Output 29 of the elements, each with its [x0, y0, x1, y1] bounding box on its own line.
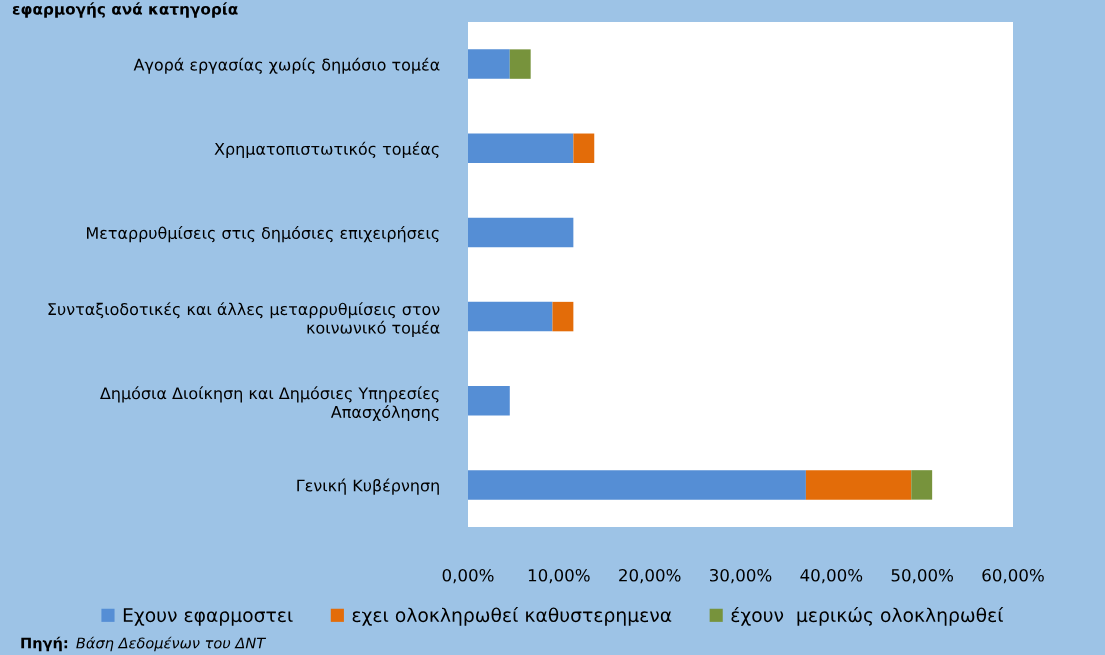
- x-tick-label: 30,00%: [710, 568, 772, 584]
- legend-label: έχουν μερικώς ολοκληρωθεί: [731, 606, 1004, 626]
- text: Πηγή: Βάση Δεδομένων του ΔΝΤ: [21, 636, 267, 652]
- legend-label: εχει ολοκληρωθεί καθυστερημενα: [352, 606, 672, 626]
- x-tick-label: 10,00%: [528, 568, 590, 584]
- bar: [468, 49, 510, 79]
- y-tick-label: Δημόσια Διοίκηση και Δημόσιες Υπηρεσίες Απασχόλησης: [100, 386, 439, 422]
- x-tick-label: 40,00%: [800, 568, 863, 584]
- text: εφαρμογής ανά κατηγορία: [12, 2, 238, 18]
- bar: [911, 470, 933, 500]
- bar: [468, 386, 510, 416]
- bar: [805, 470, 912, 500]
- y-tick-label: Συνταξιοδοτικές και άλλες μεταρρυθμίσεις στον κοινωνικό τομέα: [48, 302, 440, 337]
- bar: [509, 49, 531, 79]
- x-tick-label: 50,00%: [891, 568, 954, 584]
- bar: [573, 133, 595, 163]
- y-tick-label: Γενική Κυβέρνηση: [297, 478, 439, 495]
- bar: [468, 217, 574, 248]
- bar: [468, 301, 553, 332]
- x-tick-label: 60,00%: [982, 568, 1044, 584]
- legend-label: Εχουν εφαρμοστει: [123, 608, 293, 626]
- y-tick-label: Μεταρρυθμίσεις στις δημόσιες επιχειρήσεις: [87, 226, 439, 243]
- bar: [468, 470, 806, 500]
- y-tick-label: Χρηματοπιστωτικός τομέας: [214, 141, 439, 158]
- x-tick-label: 20,00%: [619, 568, 681, 584]
- x-tick-label: 0,00%: [442, 568, 494, 584]
- bar: [552, 301, 574, 332]
- y-tick-label: Αγορά εργασίας χωρίς δημόσιο τομέα: [133, 57, 440, 74]
- bar: [468, 133, 574, 163]
